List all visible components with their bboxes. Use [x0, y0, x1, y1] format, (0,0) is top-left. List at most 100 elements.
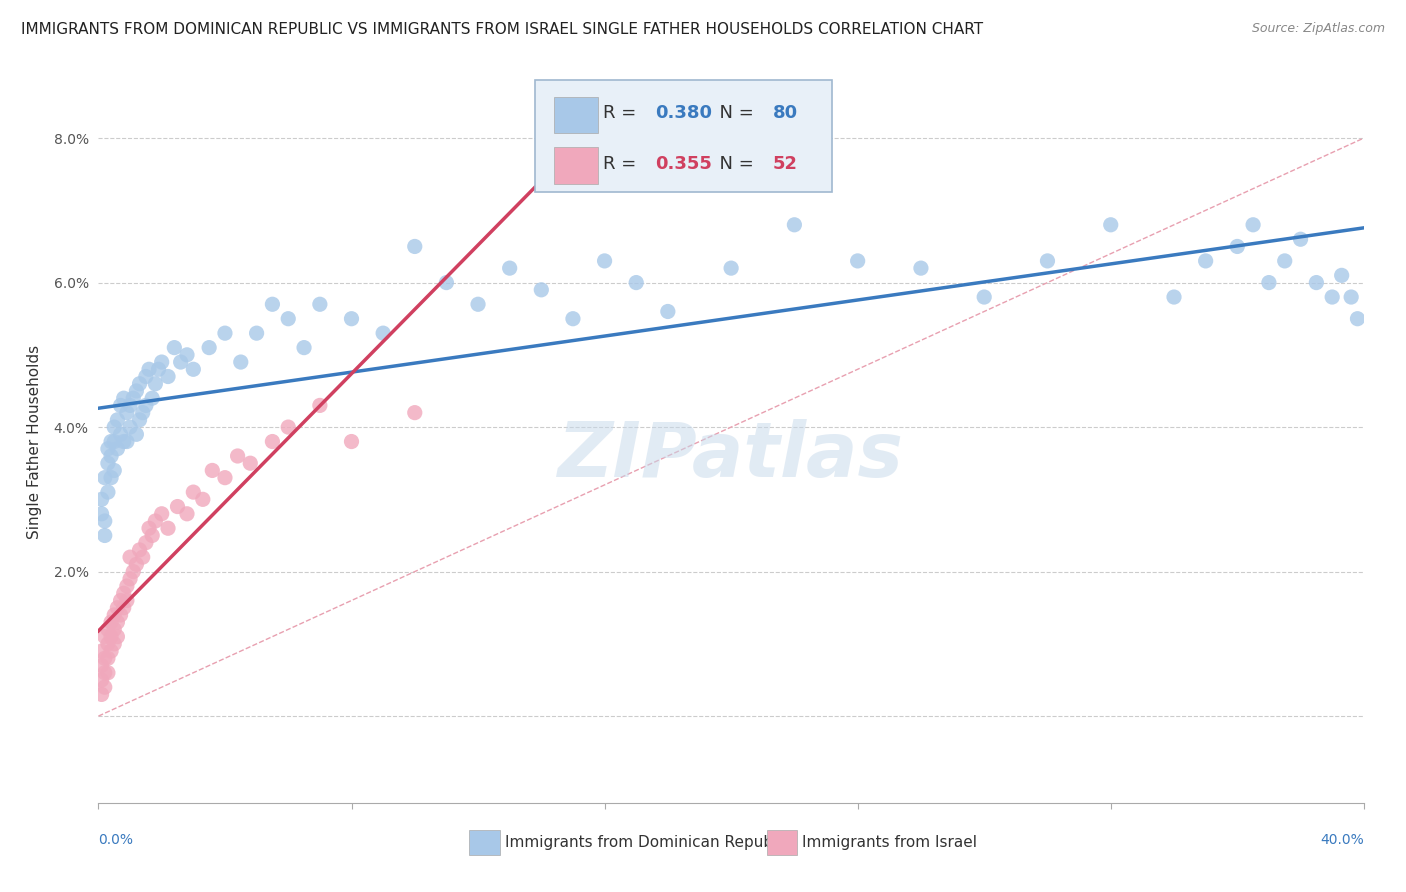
- Point: [100, 630, 122, 644]
- Point: [371, 326, 394, 341]
- Point: [112, 600, 135, 615]
- Point: [783, 218, 806, 232]
- Text: R =: R =: [603, 155, 643, 173]
- Point: [1099, 218, 1122, 232]
- Point: [1330, 268, 1353, 283]
- FancyBboxPatch shape: [766, 830, 797, 855]
- Point: [467, 297, 489, 311]
- Point: [148, 362, 170, 376]
- Point: [125, 384, 148, 398]
- FancyBboxPatch shape: [554, 96, 599, 133]
- Point: [93, 514, 117, 528]
- Point: [90, 492, 112, 507]
- Point: [122, 391, 145, 405]
- Point: [128, 376, 150, 391]
- Point: [103, 637, 125, 651]
- Text: 40.0%: 40.0%: [1320, 833, 1364, 847]
- FancyBboxPatch shape: [554, 147, 599, 184]
- Point: [138, 362, 160, 376]
- Point: [183, 362, 205, 376]
- Point: [120, 420, 141, 434]
- Text: 52: 52: [773, 155, 797, 173]
- Point: [309, 398, 332, 412]
- Text: 0.0%: 0.0%: [98, 833, 134, 847]
- Point: [112, 586, 135, 600]
- Point: [135, 398, 157, 412]
- Text: ZIPatlas: ZIPatlas: [558, 419, 904, 493]
- Point: [1274, 253, 1296, 268]
- Point: [214, 470, 236, 484]
- Point: [1322, 290, 1344, 304]
- Point: [132, 406, 155, 420]
- Point: [1241, 218, 1264, 232]
- Point: [115, 593, 138, 607]
- Point: [498, 261, 520, 276]
- Point: [107, 615, 129, 630]
- Point: [120, 572, 141, 586]
- Point: [132, 550, 155, 565]
- Point: [97, 456, 120, 470]
- Point: [100, 449, 122, 463]
- Point: [214, 326, 236, 341]
- Point: [90, 644, 112, 658]
- Point: [128, 542, 150, 557]
- Text: 0.380: 0.380: [655, 104, 713, 122]
- Point: [1257, 276, 1279, 290]
- Point: [150, 355, 173, 369]
- Point: [246, 326, 269, 341]
- Point: [125, 427, 148, 442]
- FancyBboxPatch shape: [470, 830, 499, 855]
- Point: [103, 607, 125, 622]
- Point: [110, 427, 132, 442]
- Point: [107, 442, 129, 456]
- Point: [145, 376, 166, 391]
- Point: [201, 463, 224, 477]
- Text: Immigrants from Dominican Republic: Immigrants from Dominican Republic: [505, 835, 790, 850]
- Point: [561, 311, 585, 326]
- Point: [110, 398, 132, 412]
- Point: [90, 673, 112, 687]
- Point: [277, 311, 299, 326]
- Point: [135, 369, 157, 384]
- Point: [120, 550, 141, 565]
- Text: N =: N =: [709, 155, 759, 173]
- Point: [169, 355, 191, 369]
- Point: [128, 413, 150, 427]
- Point: [340, 311, 363, 326]
- Text: IMMIGRANTS FROM DOMINICAN REPUBLIC VS IMMIGRANTS FROM ISRAEL SINGLE FATHER HOUSE: IMMIGRANTS FROM DOMINICAN REPUBLIC VS IM…: [21, 22, 983, 37]
- Point: [309, 297, 332, 311]
- Point: [150, 507, 173, 521]
- Point: [115, 579, 138, 593]
- Point: [100, 470, 122, 484]
- Point: [122, 565, 145, 579]
- Text: 80: 80: [773, 104, 799, 122]
- Point: [530, 283, 553, 297]
- Point: [846, 253, 869, 268]
- Point: [404, 239, 426, 253]
- Point: [229, 355, 252, 369]
- Point: [183, 485, 205, 500]
- Text: Source: ZipAtlas.com: Source: ZipAtlas.com: [1251, 22, 1385, 36]
- Point: [404, 406, 426, 420]
- Point: [1226, 239, 1249, 253]
- Point: [93, 651, 117, 665]
- Point: [191, 492, 214, 507]
- Point: [141, 528, 163, 542]
- Point: [103, 420, 125, 434]
- Point: [97, 485, 120, 500]
- Point: [97, 442, 120, 456]
- Point: [112, 391, 135, 405]
- Point: [141, 391, 163, 405]
- Point: [1289, 232, 1312, 246]
- Point: [163, 341, 186, 355]
- Point: [125, 558, 148, 572]
- Point: [90, 507, 112, 521]
- Point: [93, 528, 117, 542]
- Point: [135, 535, 157, 549]
- Point: [107, 600, 129, 615]
- Point: [157, 521, 180, 535]
- Point: [120, 398, 141, 412]
- Point: [973, 290, 995, 304]
- Point: [145, 514, 166, 528]
- Point: [100, 434, 122, 449]
